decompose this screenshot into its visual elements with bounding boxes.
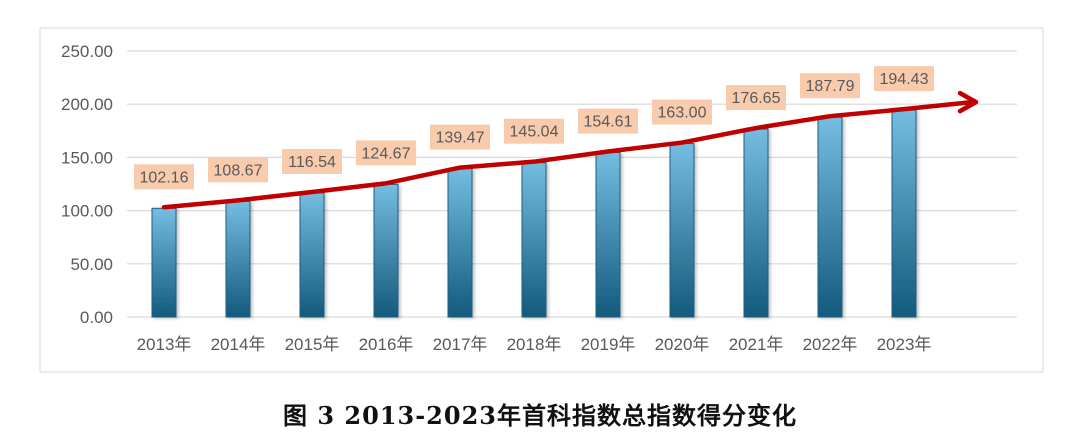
y-tick-label: 250.00 [61,42,113,61]
data-label: 154.61 [584,113,633,130]
data-label-box [504,118,564,144]
data-label: 176.65 [732,90,781,107]
x-tick-label: 2014年 [211,335,266,354]
data-label: 163.00 [658,105,707,122]
data-label-box [578,108,638,134]
figure-caption: 图 3 2013-2023年首科指数总指数得分变化 [283,401,797,430]
data-label-box [726,85,786,111]
bar [669,143,695,318]
data-label-box [874,66,934,92]
data-label-box [134,164,194,190]
x-tick-label: 2015年 [285,335,340,354]
bar [743,128,769,318]
data-label: 145.04 [510,124,559,141]
data-label: 124.67 [362,145,411,162]
trend-arrowhead-icon [957,90,979,114]
x-tick-label: 2013年 [137,335,192,354]
x-tick-label: 2023年 [877,335,932,354]
data-label-box [282,149,342,175]
data-label: 108.67 [214,162,263,179]
data-label-box [652,99,712,125]
x-tick-label: 2017年 [433,335,488,354]
y-tick-label: 50.00 [70,255,113,274]
bar-chart: 0.00 50.00 100.00 150.00 200.00 250.00 102.16… [39,27,1044,373]
data-label-box [430,124,490,150]
data-label: 139.47 [436,130,485,147]
data-label: 194.43 [880,71,929,88]
data-label: 116.54 [288,154,336,171]
x-tick-label: 2020年 [655,335,710,354]
data-label-box [800,73,860,99]
trend-line [161,99,975,210]
bar [595,151,621,318]
bar [521,162,547,318]
data-label: 187.79 [806,78,855,95]
bar [225,200,251,318]
y-tick-label: 200.00 [61,95,113,114]
y-tick-label: 0.00 [80,308,113,327]
bar [151,207,177,318]
bar [447,168,473,318]
data-label: 102.16 [140,169,189,186]
x-tick-label: 2021年 [729,335,784,354]
x-tick-label: 2022年 [803,335,858,354]
x-tick-label: 2019年 [581,335,636,354]
bar [817,116,843,318]
x-tick-label: 2016年 [359,335,414,354]
bar [891,109,917,318]
data-label-box [208,157,268,183]
bar [373,183,399,318]
y-tick-label: 100.00 [61,202,113,221]
data-label-box [356,140,416,166]
bar [299,192,325,318]
x-tick-label: 2018年 [507,335,562,354]
y-tick-label: 150.00 [61,148,113,167]
